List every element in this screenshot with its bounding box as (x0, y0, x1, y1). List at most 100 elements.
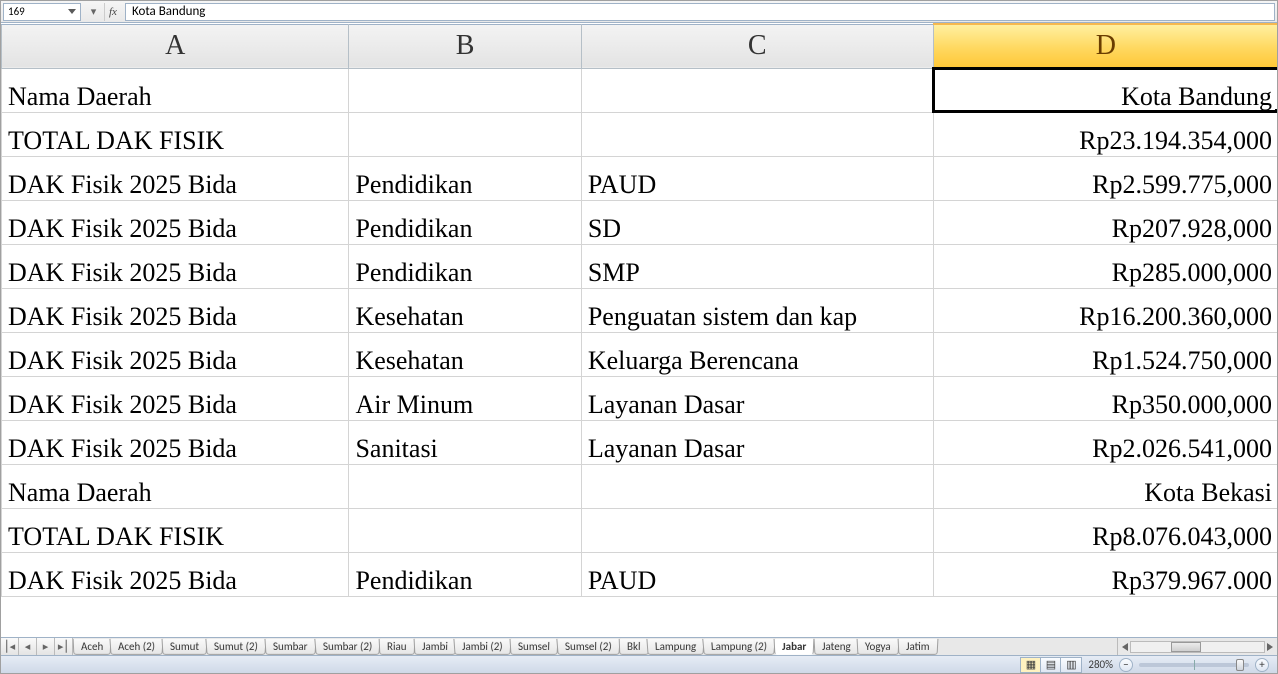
sheet-nav-prev-icon[interactable]: ◂ (19, 638, 37, 655)
cell[interactable]: DAK Fisik 2025 Bida (2, 156, 349, 200)
cell[interactable]: Kesehatan (349, 288, 581, 332)
column-header-C[interactable]: C (581, 24, 933, 68)
sheet-tab[interactable]: Jabar (774, 639, 815, 655)
cell[interactable] (349, 68, 581, 112)
cell[interactable]: DAK Fisik 2025 Bida (2, 332, 349, 376)
view-page-break-icon[interactable]: ▥ (1061, 658, 1081, 672)
sheet-tab[interactable]: Sumbar (265, 639, 317, 655)
cell[interactable]: Rp350.000,000 (933, 376, 1277, 420)
sheet-tab[interactable]: Jambi (2) (454, 639, 512, 655)
scroll-right-icon[interactable] (1267, 643, 1273, 651)
cell[interactable]: TOTAL DAK FISIK (2, 508, 349, 552)
sheet-tab[interactable]: Jatim (897, 639, 937, 655)
cell[interactable]: SD (581, 200, 933, 244)
column-header-A[interactable]: A (2, 24, 349, 68)
view-mode-buttons: ▦ ▤ ▥ (1020, 657, 1082, 673)
cell[interactable]: DAK Fisik 2025 Bida (2, 244, 349, 288)
sheet-nav-buttons: ⎮◂ ◂ ▸ ▸⎮ (1, 638, 73, 655)
name-box-dropdown-icon[interactable] (68, 9, 76, 14)
view-page-layout-icon[interactable]: ▤ (1041, 658, 1061, 672)
sheet-tab-bar: ⎮◂ ◂ ▸ ▸⎮ AcehAceh (2)SumutSumut (2)Sumb… (1, 637, 1277, 655)
sheet-tab[interactable]: Sumbar (2) (314, 639, 381, 655)
sheet-tab[interactable]: Sumut (162, 639, 208, 655)
sheet-nav-last-icon[interactable]: ▸⎮ (55, 638, 73, 655)
sheet-nav-first-icon[interactable]: ⎮◂ (1, 638, 19, 655)
formula-input[interactable]: Kota Bandung (125, 3, 1275, 21)
sheet-tab[interactable]: Sumut (2) (206, 639, 267, 655)
sheet-tab[interactable]: Riau (379, 639, 415, 655)
cell[interactable]: Rp1.524.750,000 (933, 332, 1277, 376)
sheet-tab[interactable]: Jambi (413, 639, 456, 655)
zoom-level[interactable]: 280% (1088, 658, 1113, 671)
cell[interactable]: Pendidikan (349, 200, 581, 244)
cell[interactable]: Sanitasi (349, 420, 581, 464)
cell[interactable]: Kesehatan (349, 332, 581, 376)
cell[interactable]: Layanan Dasar (581, 420, 933, 464)
sheet-tab[interactable]: Sumsel (510, 639, 559, 655)
cell[interactable]: Pendidikan (349, 552, 581, 596)
sheet-tab[interactable]: Bkl (618, 639, 648, 655)
cell[interactable]: Rp379.967.000 (933, 552, 1277, 596)
cell[interactable]: PAUD (581, 156, 933, 200)
sheet-tab[interactable]: Yogya (857, 639, 899, 655)
formula-bar: 169 ▾ fx Kota Bandung (1, 1, 1277, 23)
status-bar: ▦ ▤ ▥ 280% − + (1, 655, 1277, 673)
cell[interactable]: TOTAL DAK FISIK (2, 112, 349, 156)
cell[interactable] (349, 508, 581, 552)
cell[interactable]: Rp8.076.043,000 (933, 508, 1277, 552)
fx-icon[interactable]: fx (105, 6, 123, 18)
cell[interactable]: PAUD (581, 552, 933, 596)
cell[interactable]: Rp207.928,000 (933, 200, 1277, 244)
spreadsheet-grid[interactable]: ABCD Nama Daerah Kota Bandung TOTAL DAK FIS… (1, 23, 1277, 637)
scroll-thumb[interactable] (1171, 642, 1201, 652)
cell[interactable]: Rp2.026.541,000 (933, 420, 1277, 464)
cell[interactable] (581, 508, 933, 552)
zoom-out-icon[interactable]: − (1119, 658, 1133, 672)
cell[interactable] (581, 112, 933, 156)
cell[interactable]: DAK Fisik 2025 Bida (2, 288, 349, 332)
zoom-thumb[interactable] (1236, 659, 1244, 671)
cell[interactable] (581, 464, 933, 508)
cell[interactable] (349, 112, 581, 156)
column-header-D[interactable]: D (933, 24, 1277, 68)
cell[interactable]: Kota Bandung (933, 68, 1277, 112)
cell[interactable]: Nama Daerah (2, 68, 349, 112)
cell[interactable]: Rp2.599.775,000 (933, 156, 1277, 200)
cell[interactable] (581, 68, 933, 112)
cell[interactable]: SMP (581, 244, 933, 288)
cell[interactable]: Pendidikan (349, 156, 581, 200)
zoom-in-icon[interactable]: + (1255, 658, 1269, 672)
cell[interactable]: Rp16.200.360,000 (933, 288, 1277, 332)
sheet-nav-next-icon[interactable]: ▸ (37, 638, 55, 655)
cell[interactable]: Layanan Dasar (581, 376, 933, 420)
sheet-tab[interactable]: Aceh (2) (110, 639, 164, 655)
cell[interactable]: DAK Fisik 2025 Bida (2, 552, 349, 596)
scroll-track[interactable] (1130, 641, 1265, 653)
cell[interactable]: DAK Fisik 2025 Bida (2, 420, 349, 464)
cell[interactable]: Pendidikan (349, 244, 581, 288)
sheet-tab[interactable]: Jateng (813, 639, 859, 655)
cell[interactable] (349, 464, 581, 508)
cell[interactable]: Rp23.194.354,000 (933, 112, 1277, 156)
formula-expand-icon[interactable]: ▾ (83, 3, 105, 21)
sheet-tab[interactable]: Lampung (646, 639, 704, 655)
scroll-left-icon[interactable] (1122, 643, 1128, 651)
cell[interactable]: Rp285.000,000 (933, 244, 1277, 288)
cell[interactable]: DAK Fisik 2025 Bida (2, 200, 349, 244)
name-box[interactable]: 169 (3, 3, 81, 21)
sheet-tabs: AcehAceh (2)SumutSumut (2)SumbarSumbar (… (73, 638, 1117, 655)
column-header-B[interactable]: B (349, 24, 581, 68)
sheet-tab[interactable]: Lampung (2) (703, 639, 776, 655)
cell[interactable]: Air Minum (349, 376, 581, 420)
view-normal-icon[interactable]: ▦ (1021, 658, 1041, 672)
cell[interactable]: Nama Daerah (2, 464, 349, 508)
sheet-tab[interactable]: Aceh (73, 639, 112, 655)
horizontal-scrollbar[interactable] (1117, 638, 1277, 655)
cell[interactable]: DAK Fisik 2025 Bida (2, 376, 349, 420)
sheet-tab[interactable]: Sumsel (2) (556, 639, 620, 655)
formula-text: Kota Bandung (132, 4, 205, 19)
cell[interactable]: Keluarga Berencana (581, 332, 933, 376)
zoom-slider[interactable] (1139, 663, 1249, 667)
cell[interactable]: Kota Bekasi (933, 464, 1277, 508)
cell[interactable]: Penguatan sistem dan kap (581, 288, 933, 332)
